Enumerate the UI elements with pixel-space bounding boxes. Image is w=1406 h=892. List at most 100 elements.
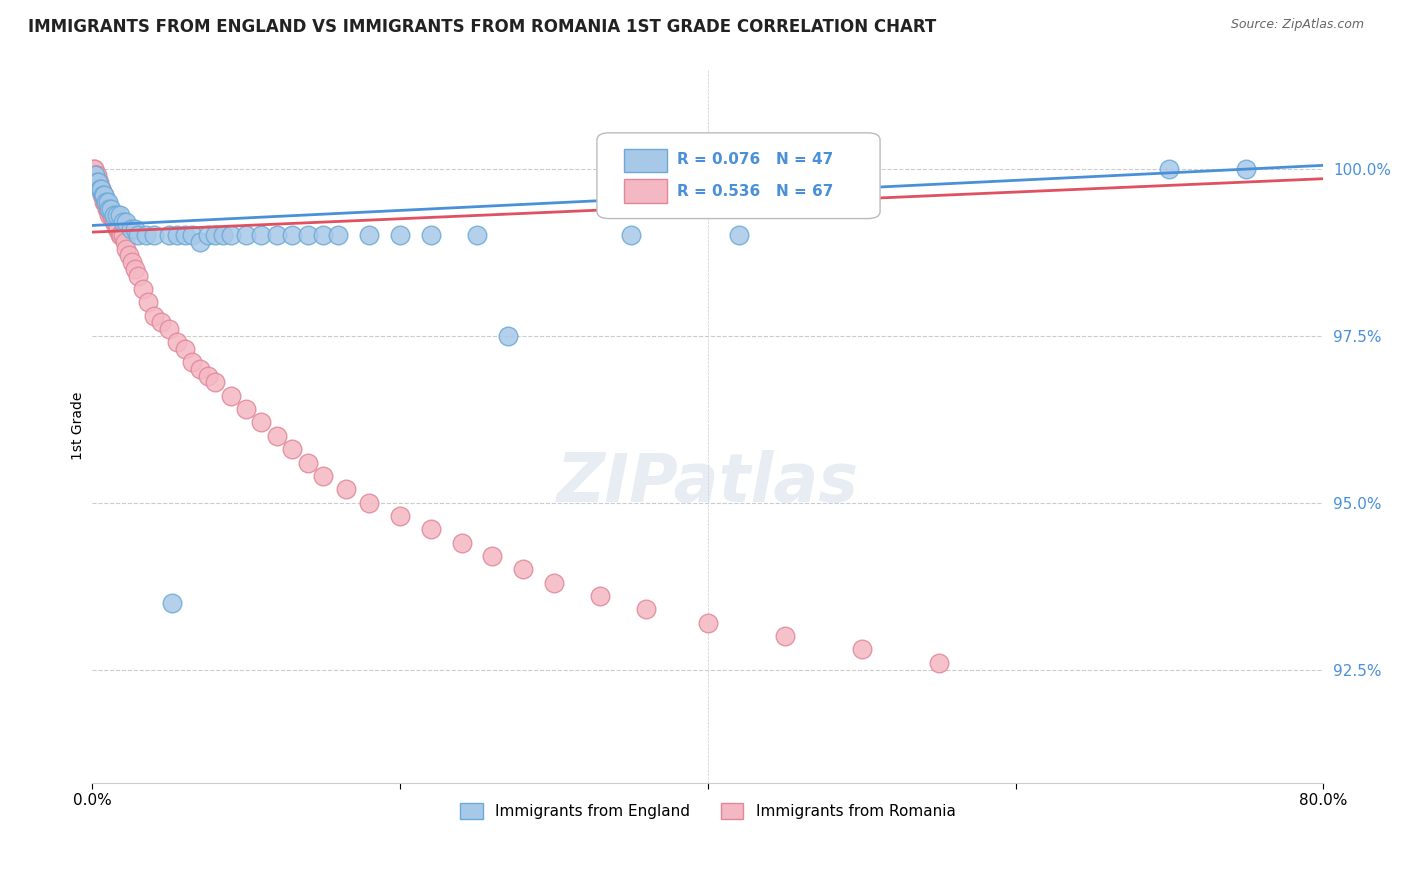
Point: [250, 416, 273, 430]
Point: [636, 602, 658, 616]
Point: [83, 161, 105, 176]
Point: [297, 456, 319, 470]
Point: [166, 228, 188, 243]
Point: [142, 228, 165, 243]
Point: [136, 295, 159, 310]
Point: [108, 209, 131, 223]
Point: [94, 195, 117, 210]
Point: [124, 221, 146, 235]
Point: [87, 175, 110, 189]
Point: [87, 175, 110, 189]
Point: [157, 322, 180, 336]
Point: [589, 589, 612, 603]
Point: [96, 202, 118, 216]
Point: [727, 228, 749, 243]
Point: [91, 188, 114, 202]
Point: [97, 195, 120, 210]
Point: [94, 195, 117, 210]
Point: [928, 656, 950, 670]
Point: [419, 522, 441, 536]
Point: [620, 228, 643, 243]
Point: [105, 221, 128, 235]
Point: [235, 228, 257, 243]
Point: [465, 228, 488, 243]
Point: [93, 188, 115, 202]
Legend: Immigrants from England, Immigrants from Romania: Immigrants from England, Immigrants from…: [454, 797, 962, 825]
Point: [512, 562, 534, 576]
Point: [388, 508, 411, 523]
Text: R = 0.076   N = 47: R = 0.076 N = 47: [676, 153, 834, 168]
Point: [188, 235, 211, 249]
Point: [91, 188, 114, 202]
Point: [197, 228, 219, 243]
Point: [173, 228, 195, 243]
Point: [204, 376, 226, 390]
Point: [86, 175, 108, 189]
Point: [84, 169, 107, 183]
Point: [84, 169, 107, 183]
Point: [212, 228, 235, 243]
Point: [87, 175, 110, 189]
Point: [188, 362, 211, 376]
Point: [94, 195, 117, 210]
Point: [89, 182, 111, 196]
Point: [181, 228, 204, 243]
Point: [83, 161, 105, 176]
Point: [115, 242, 138, 256]
Point: [266, 228, 288, 243]
Point: [135, 228, 157, 243]
Point: [97, 202, 120, 216]
Text: ZIPatlas: ZIPatlas: [557, 450, 859, 516]
Point: [90, 182, 112, 196]
Point: [297, 228, 319, 243]
Point: [359, 228, 381, 243]
Point: [110, 228, 132, 243]
Point: [1159, 161, 1181, 176]
Point: [100, 202, 122, 216]
Point: [86, 169, 108, 183]
Point: [124, 261, 146, 276]
Text: Source: ZipAtlas.com: Source: ZipAtlas.com: [1230, 18, 1364, 31]
Point: [481, 549, 503, 563]
Point: [543, 575, 565, 590]
Point: [1234, 161, 1257, 176]
Point: [104, 215, 127, 229]
Point: [90, 182, 112, 196]
Point: [101, 209, 124, 223]
Point: [105, 209, 128, 223]
Point: [111, 228, 134, 243]
Point: [266, 429, 288, 443]
Point: [166, 335, 188, 350]
Point: [219, 389, 242, 403]
Point: [496, 328, 519, 343]
Point: [450, 535, 472, 549]
Point: [157, 228, 180, 243]
Y-axis label: 1st Grade: 1st Grade: [72, 392, 86, 460]
Point: [335, 482, 357, 496]
Point: [219, 228, 242, 243]
Point: [281, 228, 304, 243]
Point: [107, 221, 129, 235]
Point: [773, 629, 796, 643]
Point: [127, 228, 149, 243]
Point: [114, 235, 136, 249]
Point: [90, 182, 112, 196]
Point: [181, 355, 204, 369]
Point: [419, 228, 441, 243]
Point: [328, 228, 350, 243]
Point: [108, 228, 131, 243]
Point: [118, 248, 141, 262]
Point: [312, 228, 335, 243]
Point: [696, 615, 718, 630]
Point: [127, 268, 149, 283]
Point: [100, 209, 122, 223]
Point: [121, 255, 143, 269]
Point: [111, 215, 134, 229]
Point: [235, 402, 257, 417]
Point: [103, 209, 125, 223]
Point: [93, 188, 115, 202]
Point: [93, 195, 115, 210]
Bar: [624, 179, 666, 202]
Point: [197, 368, 219, 383]
Point: [160, 596, 183, 610]
